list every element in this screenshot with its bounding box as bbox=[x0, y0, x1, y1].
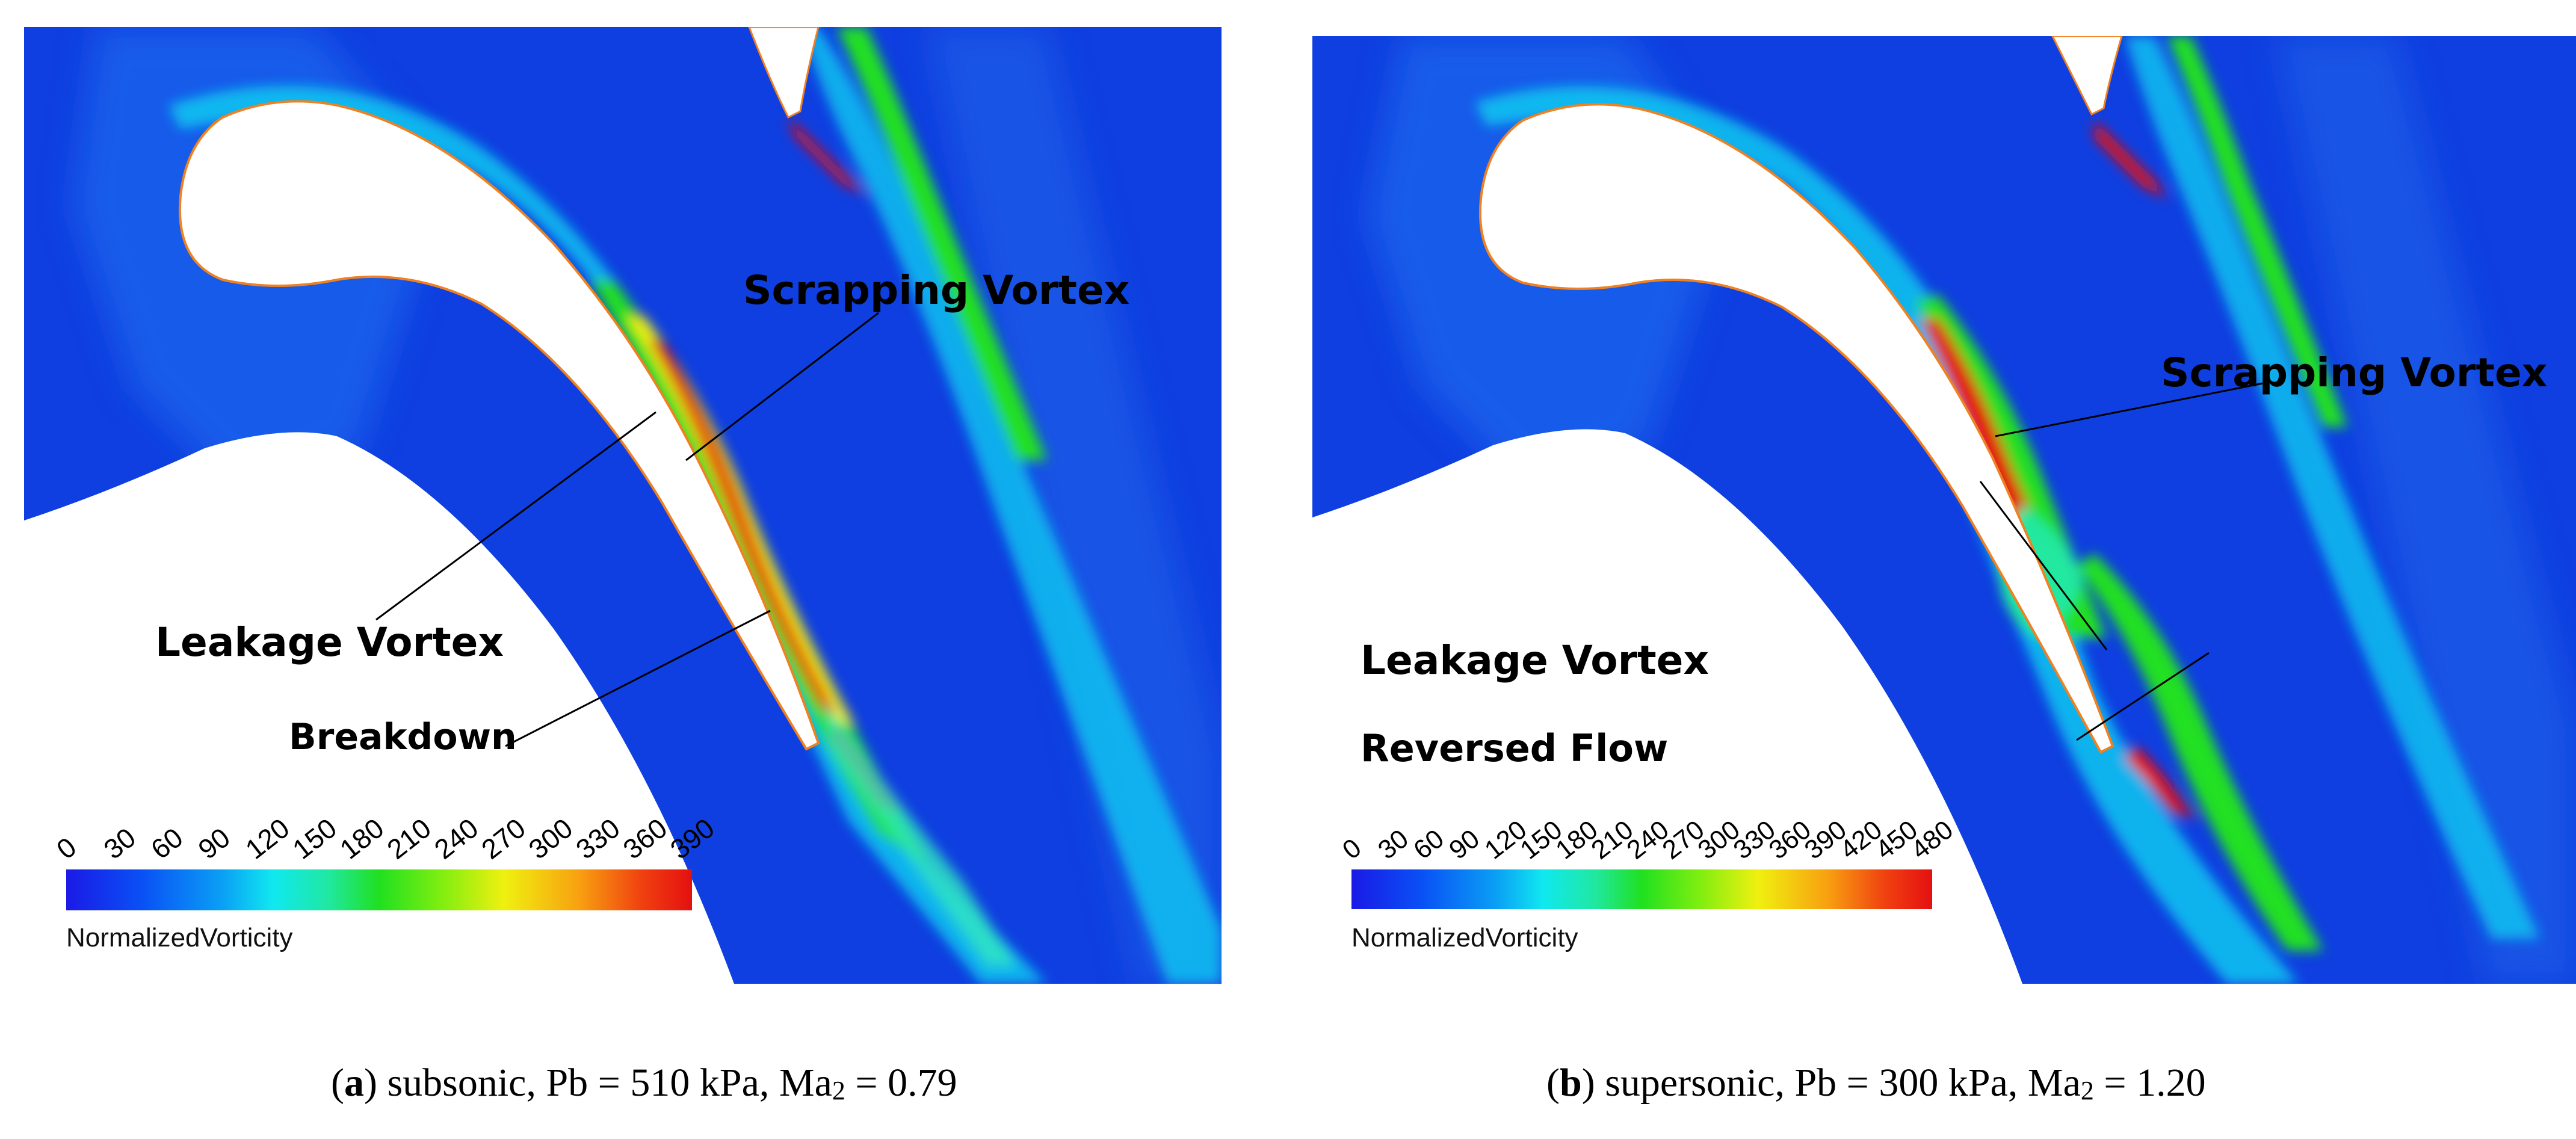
label-scrapping-vortex: Scrapping Vortex bbox=[743, 267, 1129, 313]
blade-upper bbox=[178, 100, 820, 751]
caption-subscript: 2 bbox=[832, 1076, 845, 1105]
caption-letter: b bbox=[1559, 1061, 1582, 1105]
blade-lower bbox=[24, 432, 734, 984]
leader-line-leakage bbox=[375, 411, 656, 621]
caption-tail: = 0.79 bbox=[845, 1061, 957, 1105]
vorticity-contour-a: Scrapping Vortex Leakage Vortex Breakdow… bbox=[24, 27, 1222, 984]
vorticity-contour-b: Scrapping Vortex Leakage Vortex Reversed… bbox=[1312, 36, 2576, 984]
leader-line-scrapping bbox=[1995, 381, 2270, 437]
caption-letter: a bbox=[344, 1061, 364, 1105]
caption-panel-b: (b) supersonic, Pb = 300 kPa, Ma2 = 1.20 bbox=[1546, 1061, 2206, 1105]
contour-panel-b: Scrapping Vortex Leakage Vortex Reversed… bbox=[1312, 36, 2576, 984]
colorbar-gradient bbox=[1351, 869, 1932, 909]
blade-tip-upper-right bbox=[2051, 36, 2123, 116]
caption-panel-a: (a) subsonic, Pb = 510 kPa, Ma2 = 0.79 bbox=[331, 1061, 957, 1105]
contour-panel-a: Scrapping Vortex Leakage Vortex Breakdow… bbox=[24, 27, 1222, 984]
colorbar-title: NormalizedVorticity bbox=[1351, 923, 1578, 952]
leader-line-third bbox=[505, 610, 771, 747]
label-reversed-flow: Reversed Flow bbox=[1361, 726, 1668, 770]
colorbar-title: NormalizedVorticity bbox=[66, 923, 293, 952]
leader-line-third bbox=[2076, 652, 2210, 741]
caption-text: supersonic, Pb = 300 kPa, Ma bbox=[1605, 1061, 2081, 1105]
caption-subscript: 2 bbox=[2080, 1076, 2094, 1105]
label-breakdown: Breakdown bbox=[289, 716, 517, 758]
label-scrapping-vortex: Scrapping Vortex bbox=[2161, 350, 2547, 396]
blade-tip-upper-right bbox=[748, 27, 820, 119]
blade-lower bbox=[1312, 429, 2022, 984]
leader-line-leakage bbox=[1979, 481, 2108, 650]
colorbar-gradient bbox=[66, 869, 692, 910]
label-leakage-vortex: Leakage Vortex bbox=[1361, 637, 1709, 684]
label-leakage-vortex: Leakage Vortex bbox=[155, 619, 504, 665]
caption-tail: = 1.20 bbox=[2093, 1061, 2206, 1105]
blade-upper bbox=[1478, 103, 2114, 754]
leader-line-scrapping bbox=[685, 312, 879, 461]
caption-text: subsonic, Pb = 510 kPa, Ma bbox=[387, 1061, 832, 1105]
